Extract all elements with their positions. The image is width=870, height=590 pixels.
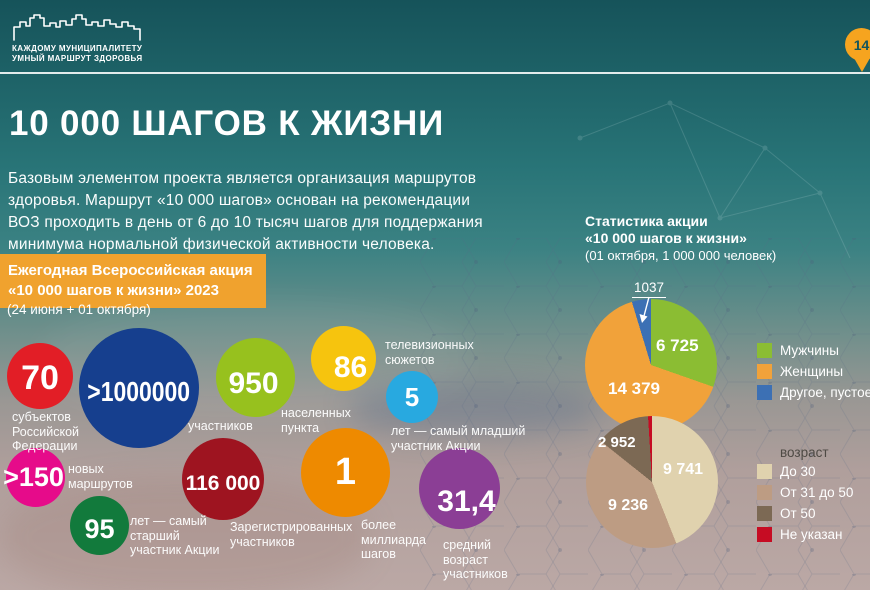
legend-item: Не указан — [757, 527, 853, 542]
legend-swatch-under30 — [757, 464, 772, 479]
legend-label: Не указан — [780, 527, 843, 542]
intro-paragraph: Базовым элементом проекта является орган… — [8, 170, 483, 253]
legend-label: Женщины — [780, 364, 844, 379]
legend-swatch-over50 — [757, 506, 772, 521]
stat-label: участников — [188, 419, 253, 433]
stat-bubble-oldest: 95 — [70, 496, 129, 555]
legend-label: От 50 — [780, 506, 816, 521]
pie-value-31to50: 9 236 — [608, 497, 649, 514]
stat-bubble-youngest: 5 — [386, 371, 438, 423]
campaign-line2: «10 000 шагов к жизни» 2023 — [8, 281, 219, 299]
stats-subtitle: (01 октября, 1 000 000 человек) — [585, 248, 777, 263]
campaign-line1: Ежегодная Всероссийская акция — [8, 262, 253, 279]
page-number: 14 — [853, 36, 870, 53]
legend-item: Женщины — [757, 364, 870, 379]
legend-gender: Мужчины Женщины Другое, пустое — [757, 343, 870, 406]
stat-label: Зарегистрированных участников — [230, 520, 353, 549]
campaign-dates: (24 июня + 01 октября) — [7, 302, 151, 317]
logo-line2: УМНЫЙ МАРШРУТ ЗДОРОВЬЯ — [12, 53, 143, 63]
stat-value: >1000000 — [87, 376, 191, 407]
legend-item: От 31 до 50 — [757, 485, 853, 500]
stat-label: средний возраст участников — [443, 538, 508, 581]
logo-line1: КАЖДОМУ МУНИЦИПАЛИТЕТУ — [12, 44, 143, 53]
pie-value-over50: 2 952 — [598, 434, 636, 451]
stat-value: 5 — [404, 381, 420, 412]
legend-age-title: возраст — [780, 445, 829, 460]
legend-swatch-31to50 — [757, 485, 772, 500]
stat-value: 116 000 — [185, 472, 261, 495]
pie-value-women: 14 379 — [608, 379, 660, 398]
header-divider — [0, 72, 870, 74]
stat-label: лет — самый младший участник Акции — [391, 424, 526, 453]
stat-value: 95 — [84, 514, 115, 544]
stat-bubble-registered: 116 000 — [182, 438, 264, 520]
page-title: 10 000 ШАГОВ К ЖИЗНИ — [9, 104, 445, 143]
city-skyline-logo-icon — [13, 14, 141, 41]
stat-value: >150 — [3, 462, 64, 492]
stat-bubble-new-routes: >150 — [3, 448, 65, 507]
pie-value-men: 6 725 — [656, 336, 699, 355]
legend-age: До 30 От 31 до 50 От 50 Не указан — [757, 464, 853, 548]
stats-title: Статистика акции «10 000 шагов к жизни» — [585, 213, 747, 246]
legend-label: От 31 до 50 — [780, 485, 854, 500]
stat-label: новых маршрутов — [68, 462, 133, 491]
callout-arrow-icon — [639, 296, 650, 323]
stat-label: более миллиарда шагов — [361, 518, 427, 561]
logo-text: КАЖДОМУ МУНИЦИПАЛИТЕТУ УМНЫЙ МАРШРУТ ЗДО… — [12, 44, 143, 63]
stat-label: лет — самый старший участник Акции — [130, 514, 220, 557]
stat-value: 86 — [333, 350, 368, 384]
stat-value: 70 — [21, 358, 59, 397]
pie-chart-age — [586, 416, 718, 548]
stat-label: субъектов Российской Федерации — [12, 410, 79, 453]
legend-swatch-other — [757, 385, 772, 400]
page-number-pin: 14 — [845, 28, 870, 61]
legend-item: Мужчины — [757, 343, 870, 358]
legend-label: Другое, пустое — [780, 385, 870, 400]
stat-value: 1 — [334, 451, 357, 493]
stat-bubble-tv-stories: 86 — [311, 326, 376, 391]
legend-item: Другое, пустое — [757, 385, 870, 400]
stat-bubble-participants: >1000000 — [79, 328, 199, 448]
pie-chart-gender — [585, 299, 717, 431]
network-mesh-decoration — [577, 100, 851, 259]
legend-label: До 30 — [780, 464, 816, 479]
stat-bubble-billion-steps: 1 — [301, 428, 390, 517]
stat-bubble-regions: 70 — [7, 343, 73, 409]
legend-swatch-unspecified — [757, 527, 772, 542]
stat-label: телевизионных сюжетов — [385, 338, 474, 367]
stat-bubble-avg-age: 31,4 — [419, 448, 500, 529]
legend-swatch-men — [757, 343, 772, 358]
legend-item: От 50 — [757, 506, 853, 521]
legend-item: До 30 — [757, 464, 853, 479]
stat-label: населенных пункта — [281, 406, 351, 435]
pin-tail-icon — [854, 58, 870, 72]
campaign-banner: Ежегодная Всероссийская акция «10 000 ша… — [0, 254, 266, 308]
legend-swatch-women — [757, 364, 772, 379]
stat-value: 950 — [228, 366, 279, 400]
legend-label: Мужчины — [780, 343, 839, 358]
stat-bubble-settlements: 950 — [216, 338, 295, 417]
pie-value-under30: 9 741 — [663, 461, 704, 478]
stat-value: 31,4 — [437, 484, 496, 518]
